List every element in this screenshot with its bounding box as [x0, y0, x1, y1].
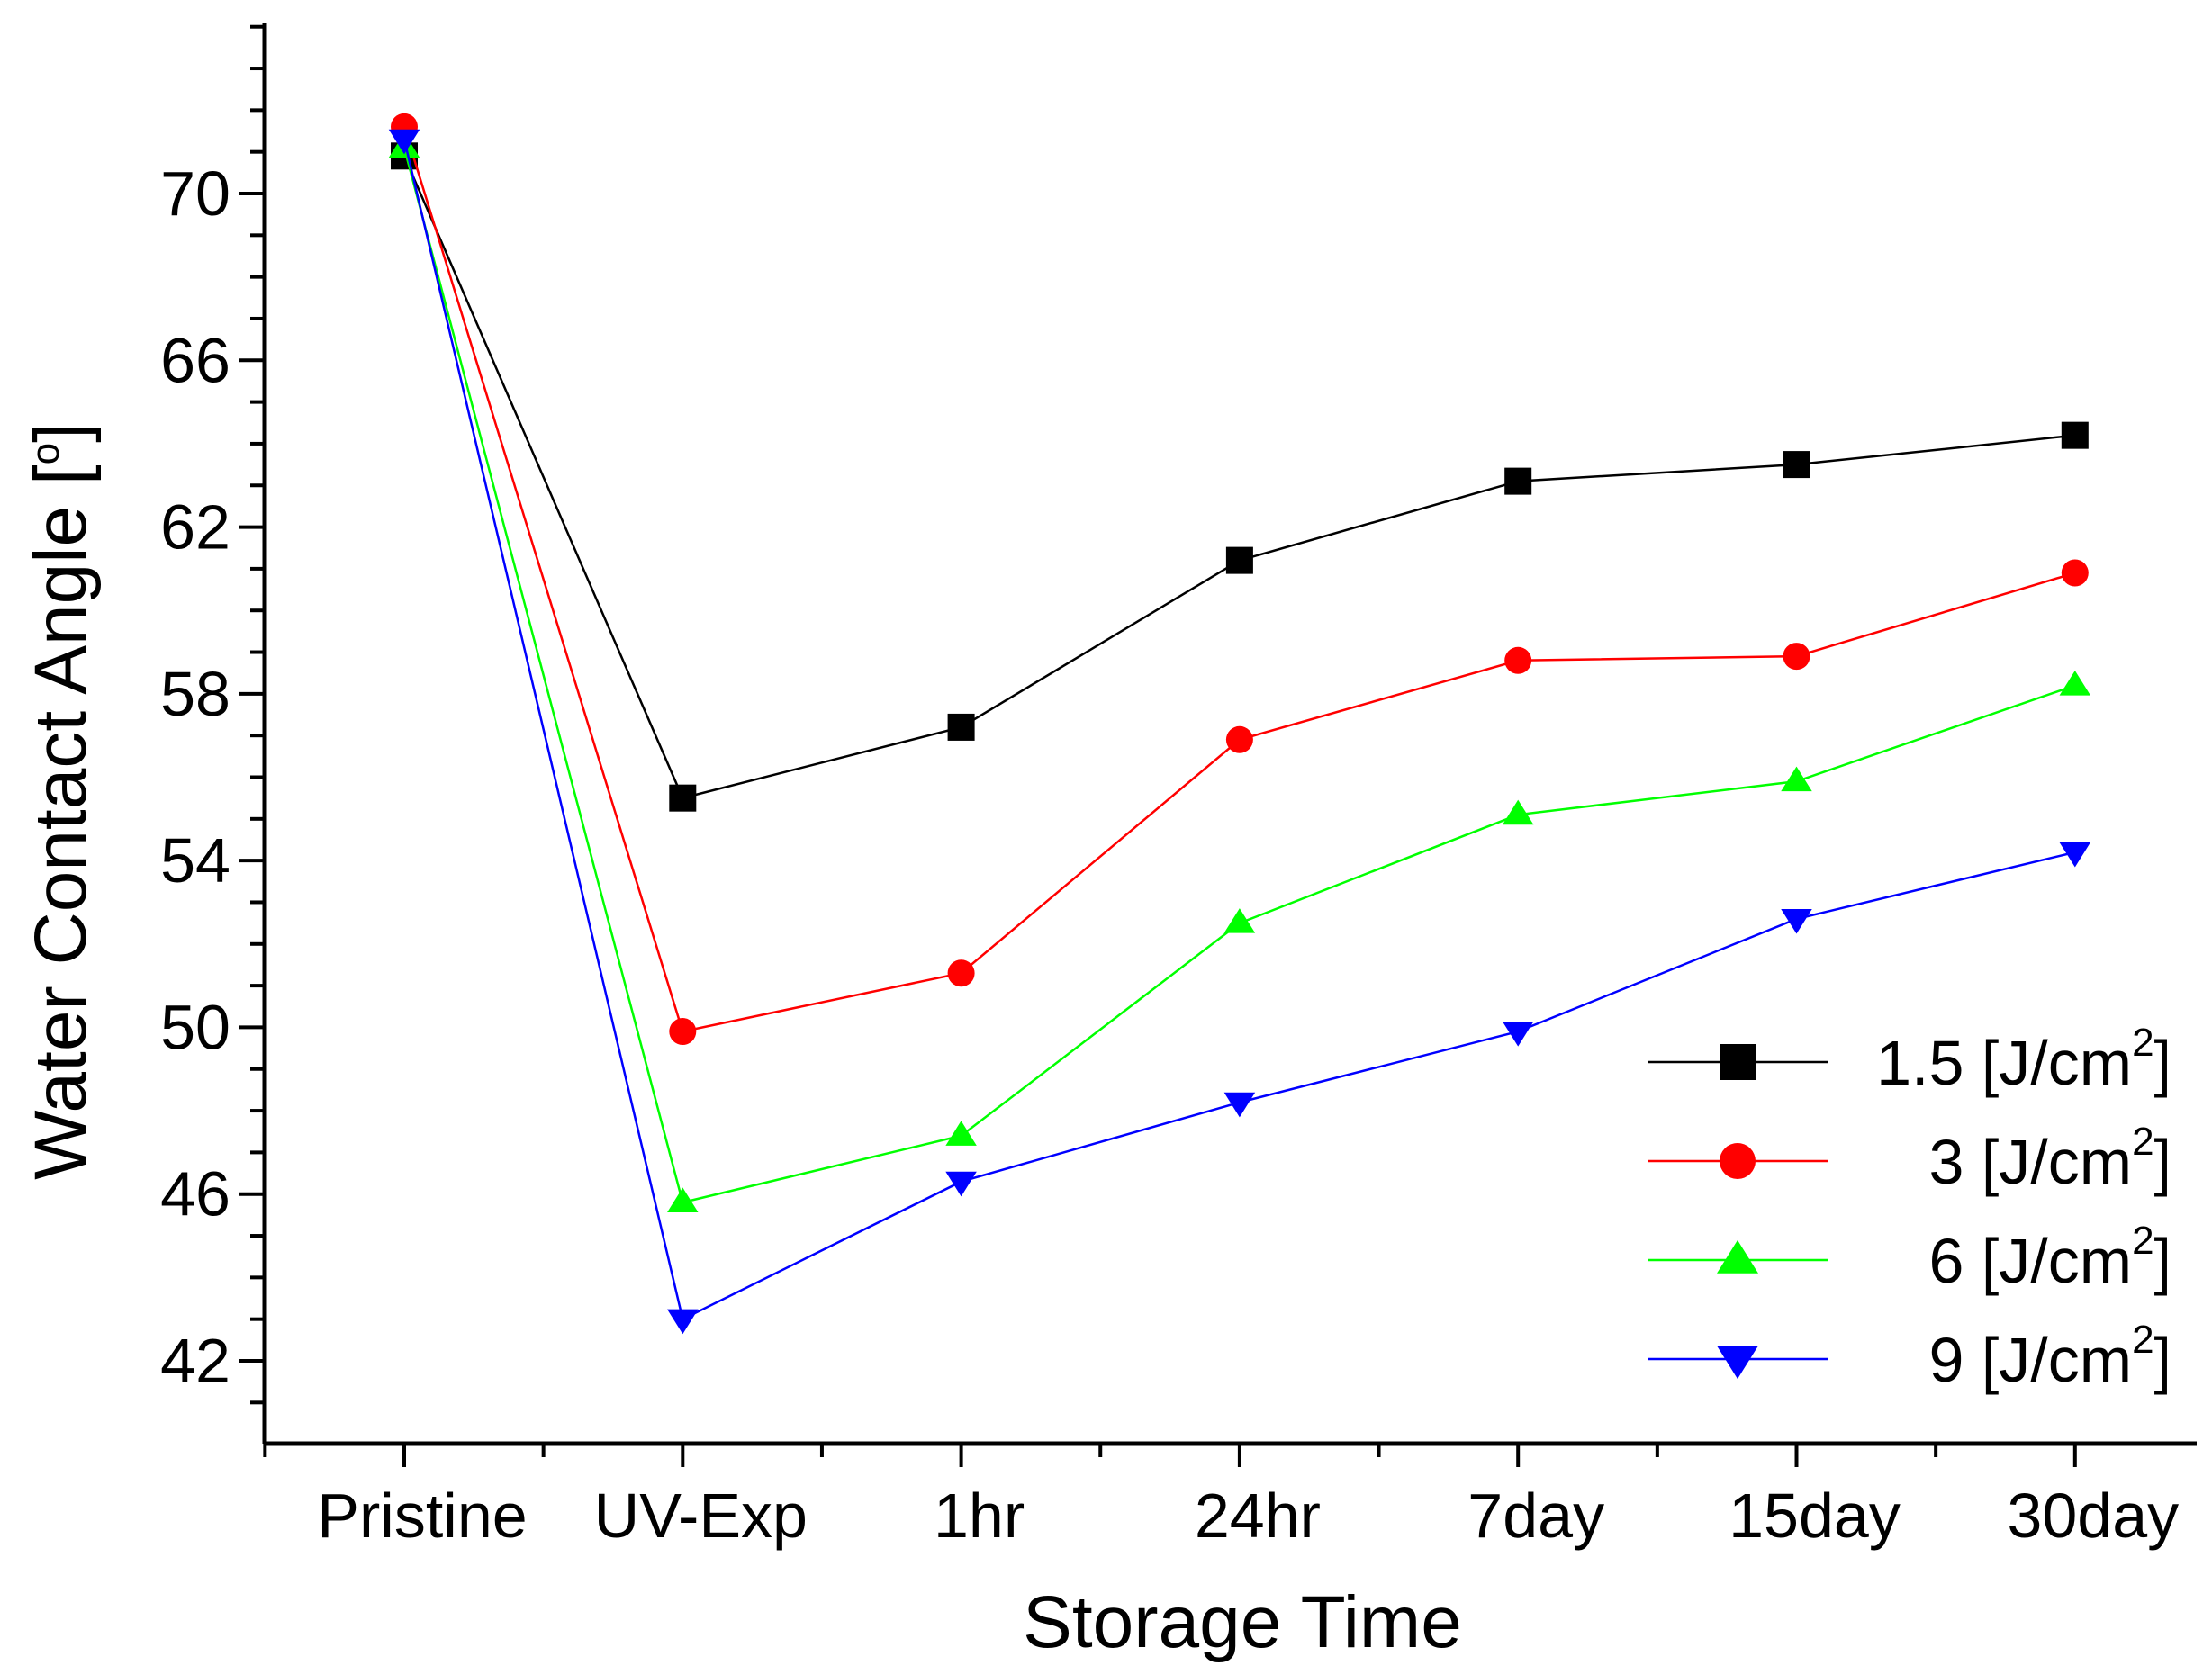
data-point: [945, 1121, 977, 1146]
legend-label-close: ]: [2154, 1028, 2171, 1098]
legend-item: 1.5 [J/cm2]: [1648, 1021, 2171, 1098]
y-tick-label: 42: [160, 1326, 230, 1396]
y-axis-title-close: ]: [20, 422, 102, 443]
legend-label-text: 1.5 [J/cm: [1876, 1028, 2132, 1098]
y-tick-label: 54: [160, 825, 230, 896]
data-point: [669, 1018, 697, 1046]
data-point: [1225, 725, 1253, 753]
y-tick-label: 70: [160, 158, 230, 229]
data-point: [1223, 908, 1256, 933]
series-line: [402, 126, 2076, 1033]
legend-label: 1.5 [J/cm2]: [1876, 1021, 2171, 1098]
data-point: [2061, 559, 2089, 587]
x-tick-label: Pristine: [317, 1481, 527, 1551]
x-axis-title: Storage Time: [1023, 1581, 1462, 1663]
data-point: [2061, 421, 2089, 449]
legend-label-text: 9 [J/cm: [1928, 1325, 2132, 1395]
y-axis-title-text: Water Contact Angle [: [20, 464, 102, 1180]
data-point: [1225, 546, 1253, 574]
data-point: [669, 784, 697, 812]
legend-label-sup: 2: [2132, 1219, 2153, 1263]
x-tick-label: 1hr: [934, 1481, 1025, 1551]
x-ticks: Pristine UV-Exp 1hr 24hr 7day 15day 30day: [263, 1444, 2179, 1551]
series-3: [388, 132, 2091, 1213]
data-point: [667, 1187, 699, 1213]
legend-label-close: ]: [2154, 1127, 2171, 1197]
legend: 1.5 [J/cm2]3 [J/cm2]6 [J/cm2]9 [J/cm2]: [1648, 1021, 2171, 1395]
y-axis-title: Water Contact Angle [o]: [20, 422, 102, 1180]
data-point: [1223, 1092, 1256, 1118]
series-line: [402, 147, 2076, 1204]
y-tick-label: 58: [160, 659, 230, 729]
series-1: [391, 142, 2089, 812]
axes: [262, 23, 2197, 1446]
legend-marker: [1717, 1346, 1758, 1380]
y-tick-label: 46: [160, 1159, 230, 1229]
legend-label-text: 3 [J/cm: [1928, 1127, 2132, 1197]
data-point: [1502, 1022, 1534, 1047]
data-point: [1781, 766, 1812, 792]
legend-marker: [1720, 1044, 1756, 1080]
legend-label-close: ]: [2154, 1226, 2171, 1296]
x-tick-label: 15day: [1729, 1481, 1901, 1551]
legend-label: 6 [J/cm2]: [1928, 1219, 2171, 1296]
series-4: [388, 129, 2091, 1335]
data-point: [1783, 451, 1810, 479]
data-point: [1504, 646, 1532, 674]
x-tick-label: 30day: [2007, 1481, 2179, 1551]
series: [388, 113, 2091, 1335]
data-point: [1783, 643, 1810, 671]
legend-label-sup: 2: [2132, 1021, 2153, 1065]
legend-item: 6 [J/cm2]: [1648, 1219, 2171, 1296]
data-point: [1781, 908, 1812, 934]
data-point: [1502, 799, 1534, 825]
data-point: [388, 129, 420, 155]
x-tick-label: 24hr: [1195, 1481, 1321, 1551]
series-2: [391, 113, 2089, 1046]
data-point: [1504, 467, 1532, 495]
legend-label-close: ]: [2154, 1325, 2171, 1395]
data-point: [947, 959, 975, 987]
y-tick-label: 50: [160, 992, 230, 1062]
data-point: [2059, 842, 2091, 868]
x-tick-label: 7day: [1467, 1481, 1604, 1551]
legend-label-sup: 2: [2132, 1318, 2153, 1362]
legend-item: 9 [J/cm2]: [1648, 1318, 2171, 1395]
y-axis-title-degree: o: [23, 443, 68, 464]
series-line: [402, 155, 2075, 800]
legend-item: 3 [J/cm2]: [1648, 1120, 2171, 1197]
data-point: [667, 1309, 699, 1335]
legend-marker: [1717, 1239, 1758, 1274]
y-tick-label: 62: [160, 492, 230, 563]
data-point: [2059, 671, 2091, 696]
legend-label-sup: 2: [2132, 1120, 2153, 1164]
y-tick-label: 66: [160, 325, 230, 395]
y-ticks: 42 46 50 54 58 62 66 70: [160, 24, 265, 1405]
x-tick-label: UV-Exp: [594, 1481, 808, 1551]
legend-marker: [1720, 1143, 1756, 1179]
data-point: [945, 1171, 977, 1197]
data-point: [947, 713, 975, 741]
legend-label: 3 [J/cm2]: [1928, 1120, 2171, 1197]
legend-label: 9 [J/cm2]: [1928, 1318, 2171, 1395]
legend-label-text: 6 [J/cm: [1928, 1226, 2132, 1296]
